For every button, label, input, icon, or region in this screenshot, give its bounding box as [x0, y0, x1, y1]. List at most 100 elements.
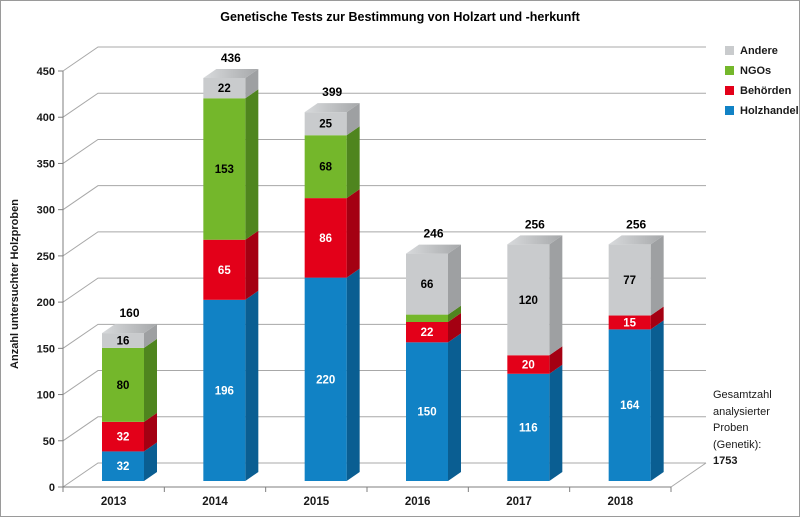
bar-segment-behörden — [203, 239, 246, 300]
bar-segment-side — [549, 235, 563, 356]
bar-segment-side — [144, 412, 157, 452]
bars: 3232801616020131966515322436201422086682… — [101, 51, 664, 508]
bar-segment-ngos — [203, 98, 246, 240]
bar-segment-side — [346, 268, 360, 481]
bar-segment-andere — [102, 333, 144, 348]
y-tick-label: 450 — [37, 66, 55, 78]
bar-top-face — [304, 103, 360, 113]
x-category-label: 2015 — [304, 496, 330, 508]
bar-segment-side — [650, 235, 664, 316]
bar-segment-value: 16 — [117, 335, 130, 347]
bar-2018: 164 15 77 256 — [608, 217, 664, 481]
bar-segment-value: 80 — [117, 380, 130, 392]
bar-segment-value: 25 — [319, 119, 332, 131]
bar-segment-side — [650, 306, 664, 330]
bar-total-label: 399 — [322, 85, 342, 99]
y-tick-label: 200 — [37, 297, 55, 309]
axes — [58, 70, 672, 492]
bar-2017: 116 20 120 256 — [507, 217, 563, 481]
bar-segment-behörden — [304, 198, 347, 278]
bar-segment-behörden — [507, 355, 550, 374]
bar-segment-side — [245, 68, 259, 99]
bar-segment-side — [448, 312, 461, 343]
bar-segment-side — [448, 244, 461, 315]
bar-segment-value: 68 — [319, 162, 332, 174]
legend-label: NGOs — [740, 64, 772, 77]
bar-segment-side — [144, 324, 157, 348]
bar-segment-value: 15 — [623, 317, 636, 329]
bar-segment-value: 22 — [421, 327, 434, 339]
bar-segment-behörden — [608, 315, 651, 330]
x-category-label: 2016 — [405, 496, 431, 508]
bar-top-face — [608, 235, 664, 245]
bar-segment-side — [245, 230, 259, 300]
bar-segment-value: 32 — [117, 461, 130, 473]
bar-segment-value: 20 — [522, 360, 535, 372]
legend-label: Andere — [740, 44, 778, 57]
x-category-label: 2013 — [101, 496, 127, 508]
gridline — [62, 416, 706, 442]
bar-segment-andere — [406, 253, 448, 315]
bar-segment-side — [144, 442, 157, 481]
chart-title: Genetische Tests zur Bestimmung von Holz… — [220, 10, 580, 24]
legend-swatch-icon — [725, 106, 734, 115]
bar-segment-side — [346, 189, 360, 278]
gridline — [62, 185, 706, 211]
total-note-line: Gesamtzahl — [713, 389, 772, 401]
bar-segment-value: 164 — [620, 400, 640, 412]
legend-swatch-icon — [725, 66, 734, 75]
bar-segment-side — [245, 89, 259, 240]
gridline — [62, 323, 706, 349]
bar-top-face — [507, 235, 563, 245]
bar-segment-holzhandel — [507, 373, 550, 481]
bar-2015: 220 86 68 25 399 — [304, 85, 360, 481]
bar-segment-side — [650, 320, 664, 481]
bar-segment-value: 150 — [417, 407, 436, 419]
bar-segment-ngos — [102, 347, 144, 422]
legend-swatch-icon — [725, 46, 734, 55]
gridline — [62, 370, 706, 395]
bar-segment-side — [448, 305, 461, 322]
bar-segment-side — [448, 333, 461, 481]
y-tick-label: 100 — [37, 390, 55, 402]
total-note-line: Proben — [713, 422, 749, 434]
x-category-label: 2014 — [202, 496, 228, 508]
y-tick-label: 50 — [43, 436, 55, 448]
gridline — [62, 92, 706, 118]
gridline — [62, 462, 706, 488]
bar-2014: 196 65 153 22 436 — [203, 51, 259, 481]
bar-segment-ngos — [304, 135, 347, 199]
y-tick-label: 300 — [37, 205, 55, 217]
bar-segment-side — [245, 290, 259, 481]
bar-segment-side — [346, 103, 360, 136]
gridline — [62, 138, 706, 164]
total-note-line: analysierter — [713, 405, 770, 418]
y-tick-label: 400 — [37, 112, 55, 124]
y-tick-label: 0 — [49, 482, 55, 494]
bar-segment-value: 116 — [519, 422, 538, 434]
bar-segment-value: 32 — [117, 432, 130, 444]
legend-item-behörden: Behörden — [725, 84, 799, 97]
chart-legend: Andere NGOs Behörden Holzhandel — [725, 44, 799, 117]
legend-label: Behörden — [740, 84, 792, 97]
gridlines — [62, 46, 707, 488]
bar-segment-holzhandel — [608, 329, 651, 481]
bar-segment-andere — [203, 77, 246, 99]
bar-segment-side — [549, 364, 563, 481]
bar-segment-value: 77 — [623, 275, 636, 287]
x-category-label: 2018 — [608, 496, 634, 508]
bar-2013: 32 32 80 16 160 — [102, 306, 157, 481]
bar-total-label: 256 — [626, 217, 646, 231]
bar-segment-side — [346, 126, 360, 199]
legend-label: Holzhandel — [740, 104, 799, 117]
bar-segment-holzhandel — [406, 342, 448, 481]
bar-segment-behörden — [102, 421, 144, 452]
bar-segment-andere — [608, 244, 651, 316]
legend-swatch-icon — [725, 86, 734, 95]
total-note-value: 1753 — [713, 455, 738, 467]
gridline — [62, 231, 706, 257]
bar-segment-holzhandel — [203, 299, 246, 481]
bar-segment-value: 120 — [519, 295, 538, 307]
